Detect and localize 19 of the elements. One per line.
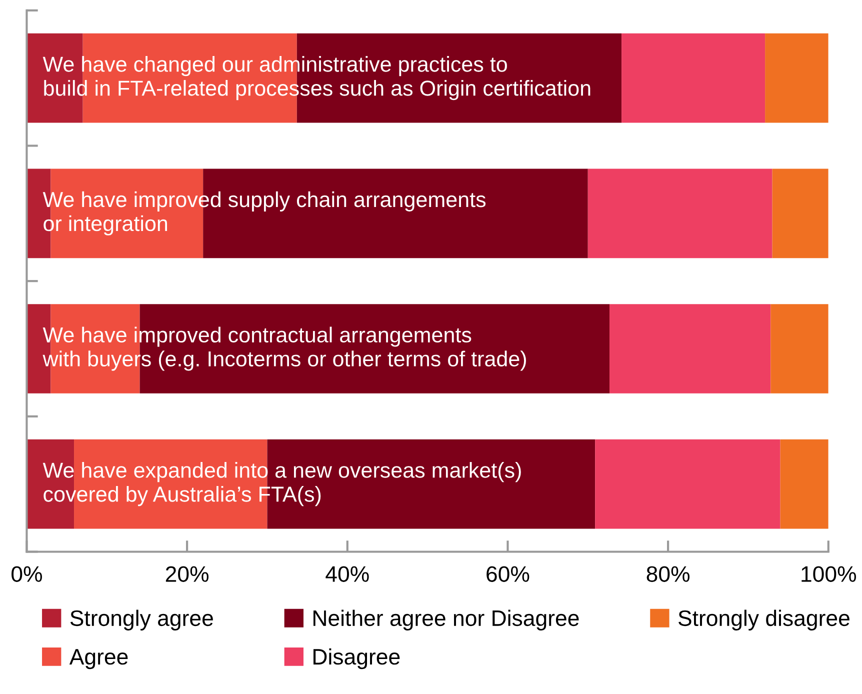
x-tick-label: 20% — [166, 566, 209, 582]
bar — [622, 33, 766, 123]
legend-label: Neither agree nor Disagree — [314, 610, 579, 630]
bar — [765, 33, 828, 123]
bar — [595, 439, 780, 529]
x-tick-label: 80% — [646, 566, 690, 582]
bar — [588, 168, 772, 258]
bar — [610, 304, 771, 394]
x-tick-label: 40% — [326, 566, 369, 582]
bar — [780, 439, 828, 529]
bar — [770, 304, 828, 394]
legend-label: Strongly agree — [70, 610, 213, 630]
x-tick-label: 0% — [12, 566, 42, 582]
x-tick-label: 60% — [486, 566, 530, 582]
x-tick-label: 100% — [802, 566, 856, 582]
bar — [772, 168, 828, 258]
legend-label: Disagree — [314, 648, 400, 670]
legend-label: Agree — [69, 649, 128, 670]
legend-label: Strongly disagree — [678, 610, 850, 630]
